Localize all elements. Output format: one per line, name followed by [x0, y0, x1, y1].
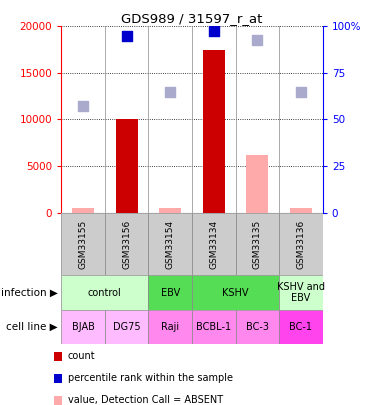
Text: EBV: EBV: [161, 288, 180, 298]
Point: [211, 28, 217, 34]
Bar: [148, 213, 192, 275]
Text: KSHV: KSHV: [222, 288, 249, 298]
Bar: [148, 275, 192, 310]
Bar: [246, 155, 268, 213]
Point: [167, 88, 173, 95]
Text: DG75: DG75: [113, 322, 140, 332]
Text: BC-3: BC-3: [246, 322, 269, 332]
Point: [255, 37, 260, 44]
Bar: [105, 213, 148, 275]
Bar: [192, 213, 236, 275]
Bar: [279, 213, 323, 275]
Bar: [236, 310, 279, 344]
Bar: [290, 208, 312, 213]
Title: GDS989 / 31597_r_at: GDS989 / 31597_r_at: [121, 12, 263, 25]
Bar: [279, 275, 323, 310]
Text: count: count: [68, 350, 95, 360]
Text: GSM33136: GSM33136: [296, 220, 305, 269]
Text: value, Detection Call = ABSENT: value, Detection Call = ABSENT: [68, 395, 223, 405]
Point: [124, 32, 129, 39]
Bar: [236, 213, 279, 275]
Text: cell line ▶: cell line ▶: [6, 322, 58, 332]
Point: [80, 102, 86, 109]
Bar: [61, 310, 105, 344]
Bar: [61, 213, 105, 275]
Text: GSM33135: GSM33135: [253, 220, 262, 269]
Text: GSM33155: GSM33155: [79, 220, 88, 269]
Bar: [192, 310, 236, 344]
Text: GSM33156: GSM33156: [122, 220, 131, 269]
Bar: [148, 310, 192, 344]
Text: Raji: Raji: [161, 322, 179, 332]
Text: KSHV and
EBV: KSHV and EBV: [277, 282, 325, 303]
Text: BCBL-1: BCBL-1: [196, 322, 232, 332]
Text: control: control: [88, 288, 122, 298]
Text: BC-1: BC-1: [289, 322, 312, 332]
Bar: [72, 208, 94, 213]
Text: GSM33154: GSM33154: [166, 220, 175, 269]
Bar: [159, 208, 181, 213]
Bar: [105, 310, 148, 344]
Text: percentile rank within the sample: percentile rank within the sample: [68, 373, 233, 383]
Bar: [116, 119, 138, 213]
Bar: [279, 310, 323, 344]
Text: GSM33134: GSM33134: [209, 220, 218, 269]
Bar: [61, 275, 148, 310]
Text: infection ▶: infection ▶: [1, 288, 58, 298]
Text: BJAB: BJAB: [72, 322, 95, 332]
Bar: [203, 49, 225, 213]
Point: [298, 88, 304, 95]
Bar: [192, 275, 279, 310]
